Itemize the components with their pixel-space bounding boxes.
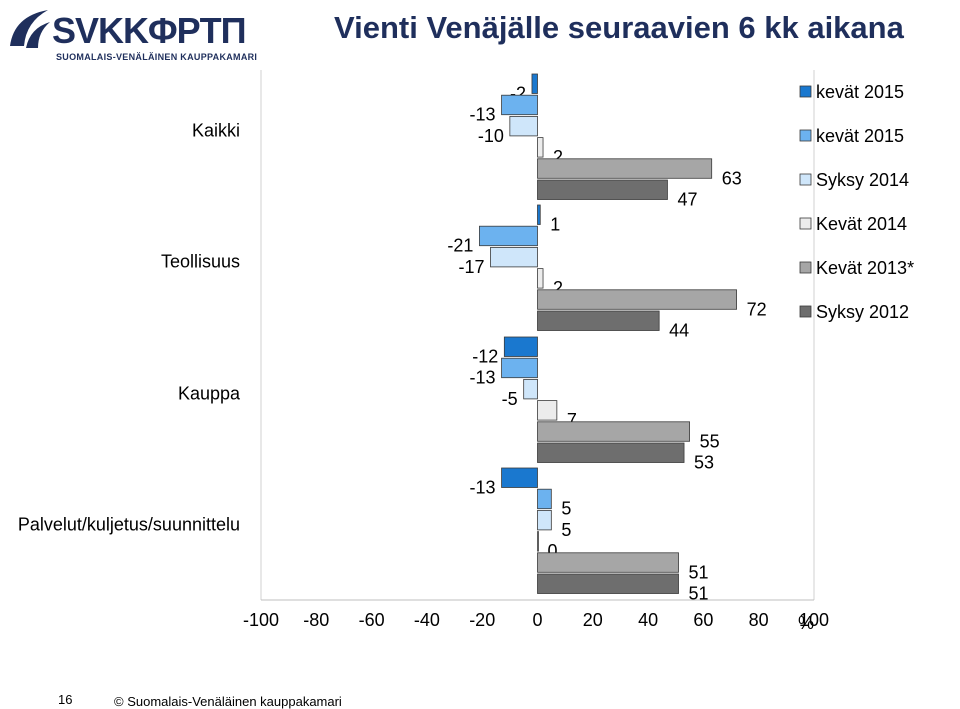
x-tick-label: -20 (469, 610, 495, 630)
legend-entry: Kevät 2014 (816, 214, 907, 234)
x-axis-unit: % (798, 613, 814, 633)
x-tick-label: -40 (414, 610, 440, 630)
data-label: 63 (722, 168, 742, 188)
data-label: -13 (470, 478, 496, 498)
bar (537, 421, 690, 442)
x-tick-label: 40 (638, 610, 658, 630)
copyright-text: © Suomalais-Venäläinen kauppakamari (114, 694, 342, 709)
data-label: 55 (700, 431, 720, 451)
x-tick-label: -80 (303, 610, 329, 630)
data-label: 5 (561, 499, 571, 519)
data-label: 53 (694, 453, 714, 473)
data-label: 7 (567, 410, 577, 430)
logo-mark-icon (10, 10, 50, 48)
data-label: -13 (470, 105, 496, 125)
legend-entry: Syksy 2014 (816, 170, 909, 190)
bar (503, 336, 538, 357)
legend-swatch (799, 217, 812, 230)
page-title: Vienti Venäjälle seuraavien 6 kk aikana (334, 10, 904, 45)
legend-swatch (799, 129, 812, 142)
data-label: 5 (561, 520, 571, 540)
data-label: 0 (548, 541, 558, 561)
bar (537, 509, 552, 531)
bar (537, 442, 685, 463)
data-label: 1 (550, 215, 560, 235)
x-tick-label: 100 (799, 610, 829, 630)
category-label: Kaikki (192, 121, 240, 141)
logo-text: SVKKΦPTΠ (52, 10, 247, 51)
x-tick-label: 80 (749, 610, 769, 630)
bar (490, 246, 538, 268)
data-label: 47 (677, 190, 697, 210)
bar (509, 116, 538, 137)
bar (537, 137, 544, 158)
legend-swatch (799, 173, 812, 186)
legend-swatch (799, 261, 812, 274)
bar (537, 573, 679, 594)
legend-entry: kevät 2015 (816, 126, 904, 146)
x-tick-label: -100 (243, 610, 279, 630)
bar (479, 225, 538, 247)
data-label: -17 (458, 257, 484, 277)
bar (537, 268, 544, 289)
bar (537, 204, 541, 225)
legend-swatch (799, 305, 812, 318)
legend-entry: Kevät 2013* (816, 258, 914, 278)
logo: SVKKΦPTΠ SUOMALAIS-VENÄLÄINEN KAUPPAKAMA… (4, 4, 257, 68)
legend-entry: Syksy 2012 (816, 302, 909, 322)
category-label: Kauppa (178, 384, 241, 404)
bar (537, 158, 713, 179)
bar (501, 94, 538, 116)
data-label: 2 (553, 147, 563, 167)
bar (537, 552, 679, 573)
bar (523, 378, 538, 400)
x-tick-label: 0 (532, 610, 542, 630)
logo-subtitle: SUOMALAIS-VENÄLÄINEN KAUPPAKAMARI (56, 52, 258, 62)
bar (537, 531, 539, 552)
bar (501, 357, 538, 379)
bar (537, 400, 558, 421)
x-tick-label: 60 (693, 610, 713, 630)
bar (501, 467, 538, 488)
bar (537, 289, 737, 310)
data-label: 51 (689, 584, 709, 604)
x-tick-label: 20 (583, 610, 603, 630)
bar (537, 310, 660, 331)
data-label: -13 (470, 368, 496, 388)
data-label: -10 (478, 126, 504, 146)
x-tick-label: -60 (359, 610, 385, 630)
legend-swatch (799, 85, 812, 98)
data-label: -5 (502, 389, 518, 409)
page-number: 16 (58, 692, 73, 707)
data-label: 72 (747, 299, 767, 319)
bar (537, 179, 668, 200)
data-label: -12 (472, 347, 498, 367)
legend-entry: kevät 2015 (816, 82, 904, 102)
data-label: 2 (553, 278, 563, 298)
data-label: 44 (669, 321, 689, 341)
data-label: 51 (689, 562, 709, 582)
data-label: -21 (447, 236, 473, 256)
bar (531, 73, 538, 94)
bar (537, 488, 552, 510)
category-label: Teollisuus (161, 252, 240, 272)
category-label: Palvelut/kuljetus/suunnittelu (18, 515, 240, 535)
